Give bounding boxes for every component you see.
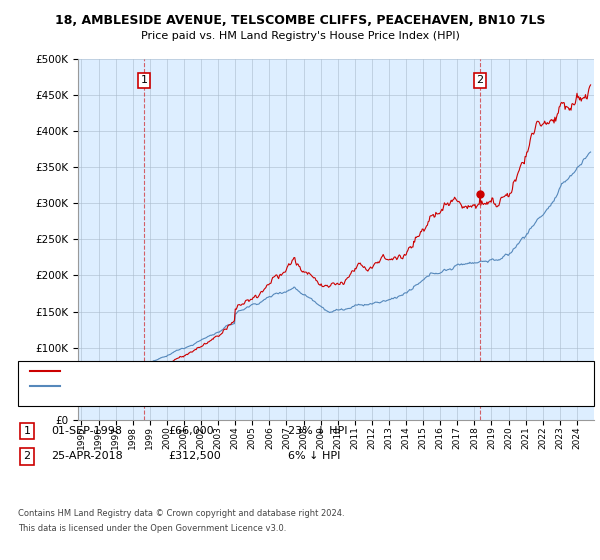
Text: Price paid vs. HM Land Registry's House Price Index (HPI): Price paid vs. HM Land Registry's House … — [140, 31, 460, 41]
Text: 23% ↓ HPI: 23% ↓ HPI — [288, 426, 347, 436]
Text: 25-APR-2018: 25-APR-2018 — [51, 451, 123, 461]
Text: 18, AMBLESIDE AVENUE, TELSCOMBE CLIFFS, PEACEHAVEN, BN10 7LS (semi-detached h: 18, AMBLESIDE AVENUE, TELSCOMBE CLIFFS, … — [66, 366, 498, 376]
Text: 6% ↓ HPI: 6% ↓ HPI — [288, 451, 340, 461]
Text: 1: 1 — [23, 426, 31, 436]
Text: HPI: Average price, semi-detached house, Lewes: HPI: Average price, semi-detached house,… — [66, 381, 304, 391]
Text: 2: 2 — [476, 76, 484, 86]
Text: 1: 1 — [140, 76, 148, 86]
Text: 18, AMBLESIDE AVENUE, TELSCOMBE CLIFFS, PEACEHAVEN, BN10 7LS: 18, AMBLESIDE AVENUE, TELSCOMBE CLIFFS, … — [55, 14, 545, 27]
Text: This data is licensed under the Open Government Licence v3.0.: This data is licensed under the Open Gov… — [18, 524, 286, 533]
Text: £66,000: £66,000 — [168, 426, 214, 436]
Text: Contains HM Land Registry data © Crown copyright and database right 2024.: Contains HM Land Registry data © Crown c… — [18, 509, 344, 518]
Text: 01-SEP-1998: 01-SEP-1998 — [51, 426, 122, 436]
Text: 2: 2 — [23, 451, 31, 461]
Text: £312,500: £312,500 — [168, 451, 221, 461]
